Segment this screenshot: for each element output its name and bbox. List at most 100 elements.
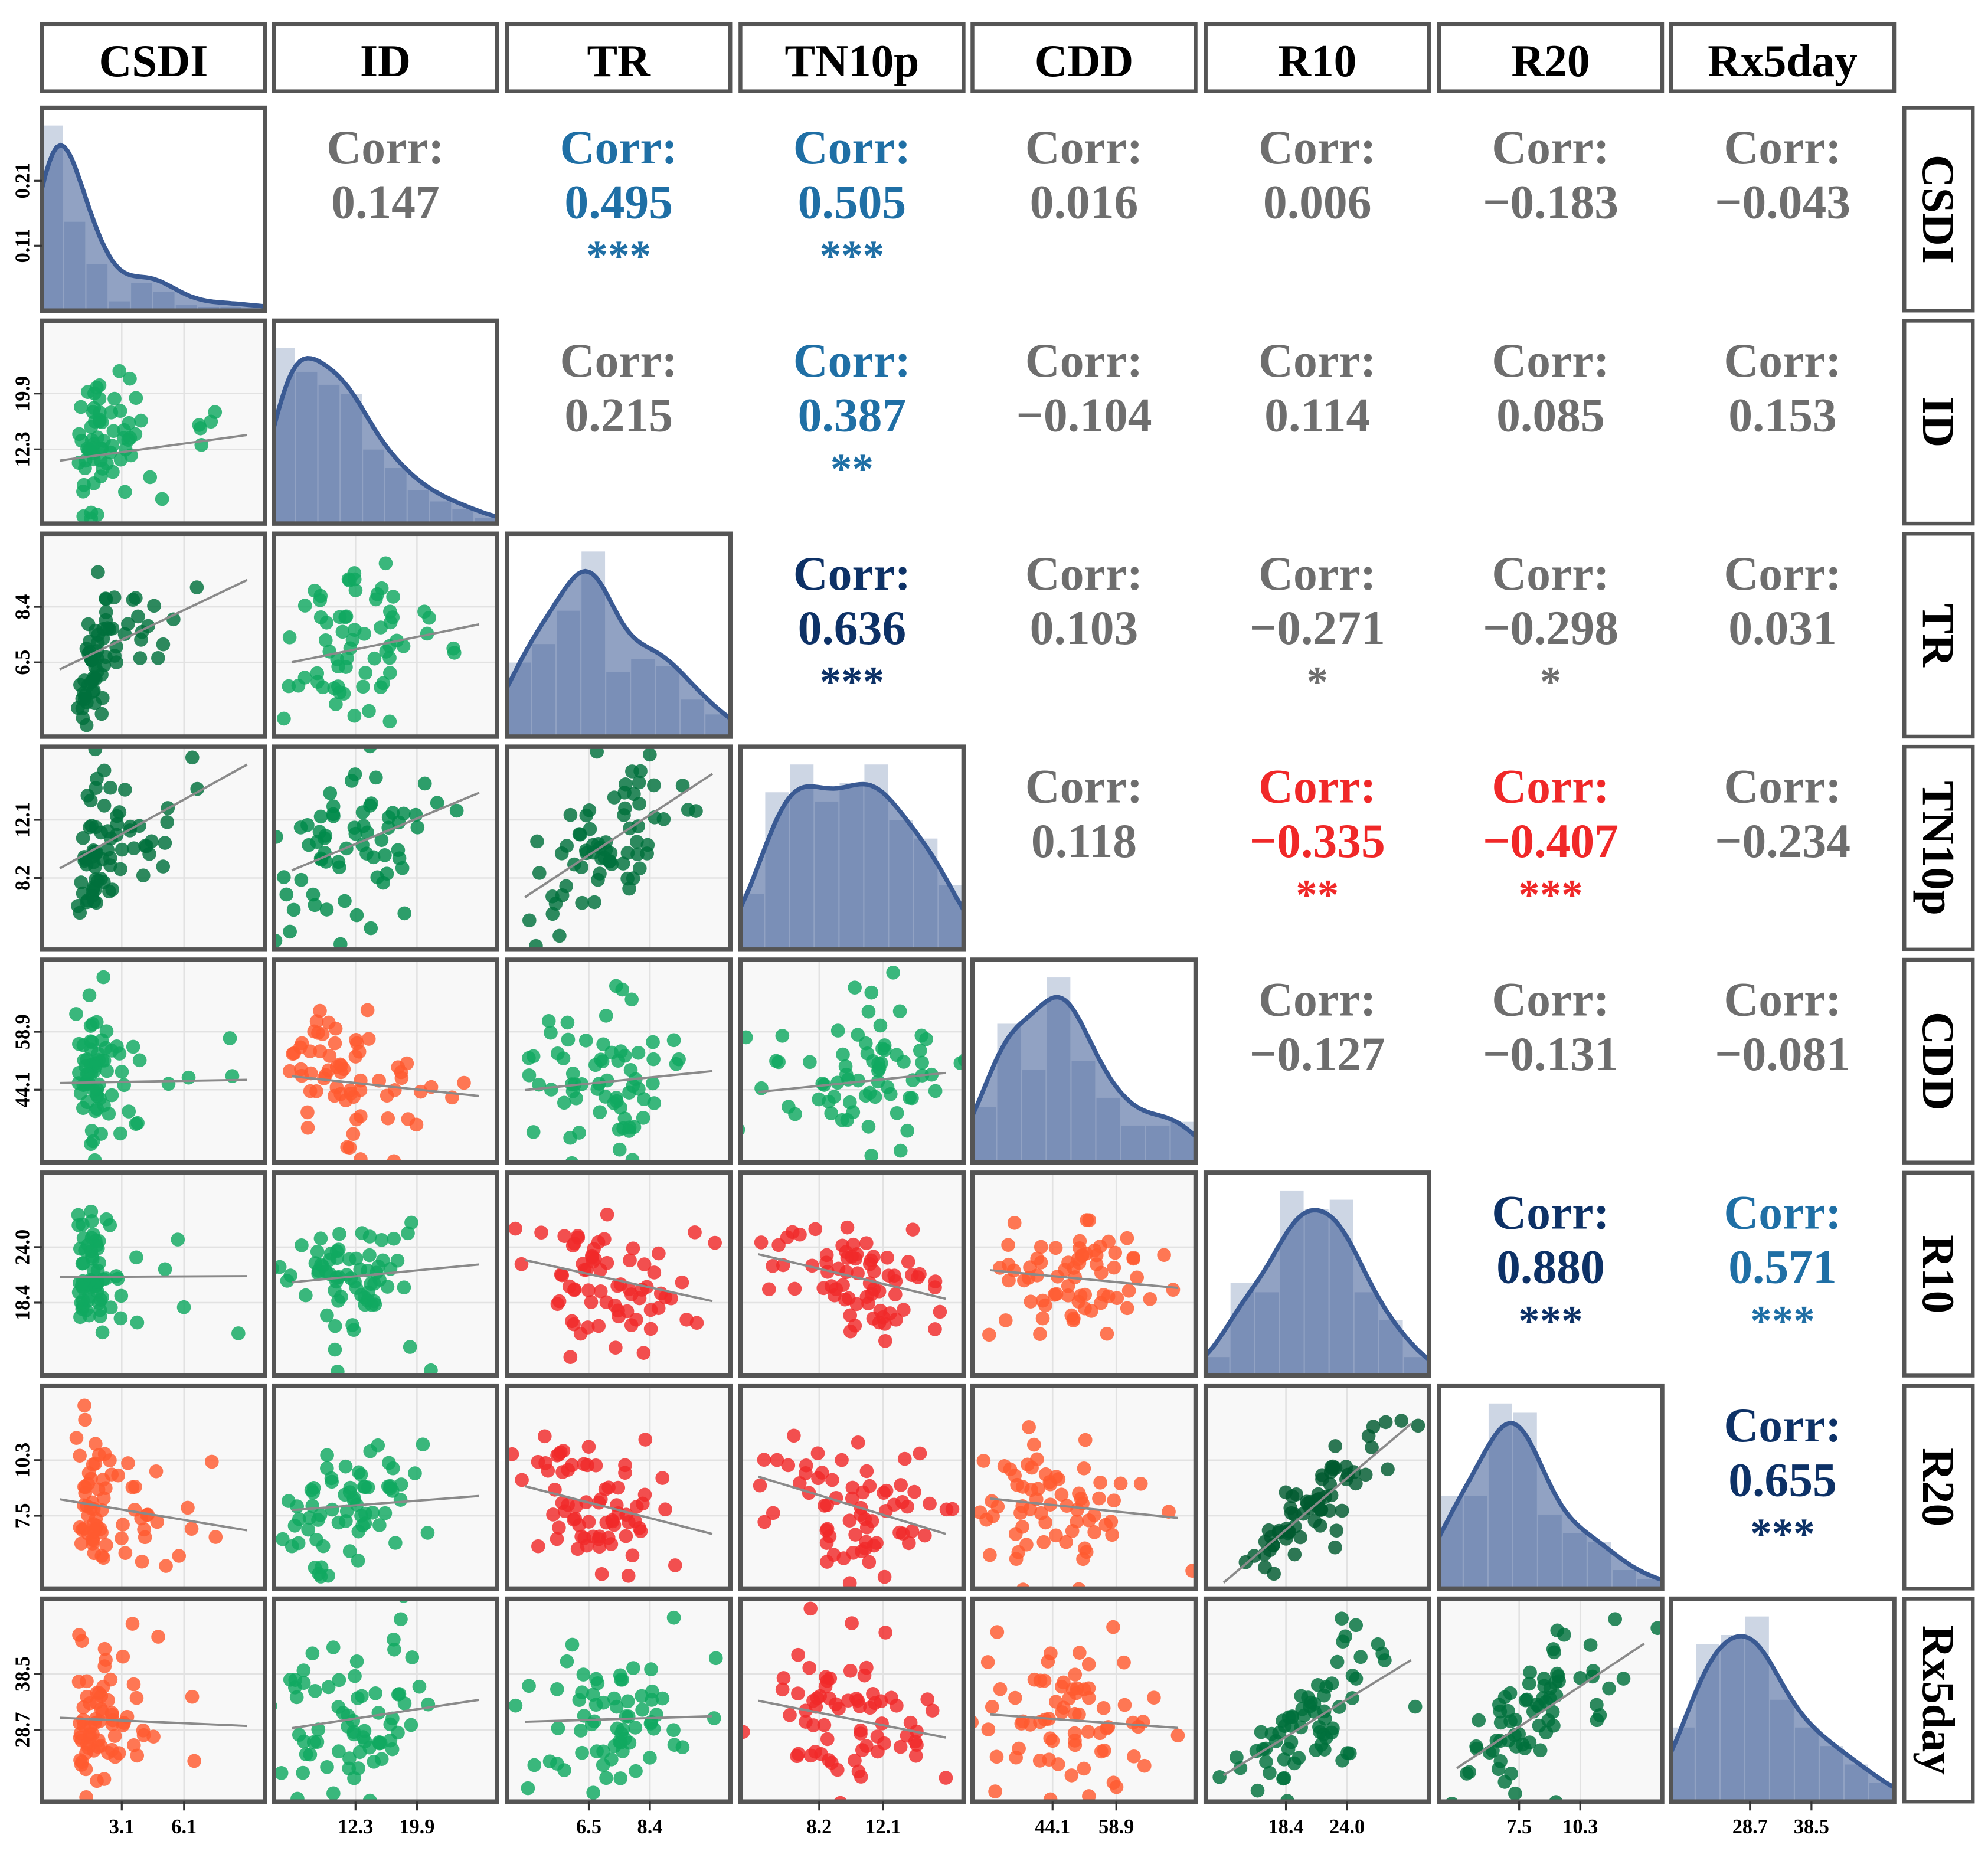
- data-point: [866, 1250, 881, 1264]
- data-point: [394, 1477, 408, 1492]
- data-point: [851, 1435, 865, 1450]
- data-point: [126, 1677, 141, 1692]
- data-point: [892, 1004, 907, 1019]
- significance-stars: ***: [1750, 1510, 1815, 1558]
- corr-value: 0.153: [1728, 388, 1837, 442]
- data-point: [836, 1047, 850, 1062]
- x-tick-label: 38.5: [1794, 1816, 1829, 1838]
- corr-label: Corr:: [1025, 333, 1143, 387]
- data-point: [103, 780, 117, 795]
- data-point: [908, 1748, 923, 1763]
- data-point: [900, 1123, 915, 1138]
- data-point: [845, 1616, 859, 1630]
- data-point: [1077, 1461, 1091, 1476]
- panel-border: [40, 1170, 267, 1378]
- data-point: [1034, 1240, 1048, 1254]
- data-point: [1044, 1646, 1058, 1661]
- corr-label: Corr:: [1492, 973, 1609, 1026]
- data-point: [866, 1686, 880, 1701]
- data-point: [1097, 1743, 1111, 1758]
- data-point: [830, 1075, 845, 1090]
- data-point: [1143, 1292, 1158, 1306]
- density-curve: [972, 995, 1196, 1138]
- data-point: [321, 1063, 336, 1078]
- corr-label: Corr:: [793, 547, 911, 600]
- data-point: [1469, 1739, 1483, 1754]
- data-point: [1071, 1252, 1085, 1267]
- density-curve: [1671, 1634, 1895, 1790]
- x-tick-label: 19.9: [399, 1816, 434, 1838]
- data-point: [76, 509, 90, 524]
- data-point: [643, 1751, 657, 1765]
- scatter-panel-r20-vs-cdd: [972, 1385, 1196, 1589]
- panel-border: [1437, 1383, 1665, 1591]
- data-point: [344, 774, 359, 788]
- data-point: [325, 1502, 339, 1517]
- data-point: [1098, 1518, 1113, 1532]
- data-point: [581, 1283, 596, 1297]
- x-tick-label: 3.1: [109, 1816, 135, 1838]
- y-tick-label: 0.11: [12, 228, 34, 263]
- data-point: [1293, 1530, 1307, 1545]
- data-point: [820, 1732, 835, 1747]
- data-point: [311, 1722, 326, 1736]
- data-point: [348, 1274, 362, 1289]
- regression-line: [1222, 1659, 1412, 1777]
- data-point: [1279, 1485, 1293, 1500]
- row-strip-id: ID: [1913, 397, 1964, 447]
- data-point: [824, 1755, 839, 1770]
- data-point: [1493, 1754, 1508, 1768]
- data-point: [277, 870, 291, 884]
- data-point: [624, 992, 639, 1007]
- data-point: [581, 1515, 596, 1529]
- data-point: [928, 1322, 942, 1336]
- data-point: [1185, 1564, 1196, 1578]
- data-point: [103, 1453, 117, 1467]
- data-point: [97, 1641, 112, 1656]
- corr-label: Corr:: [1492, 120, 1609, 174]
- data-point: [283, 1673, 297, 1687]
- data-point: [626, 1661, 640, 1675]
- data-point: [185, 750, 200, 765]
- regression-line: [59, 1498, 248, 1532]
- x-tick-label: 12.3: [338, 1816, 373, 1838]
- data-point: [618, 1458, 632, 1473]
- regression-line: [525, 1715, 713, 1723]
- panel-border: [738, 957, 966, 1165]
- data-point: [1009, 1750, 1023, 1765]
- data-point: [611, 1303, 625, 1318]
- data-point: [1022, 1420, 1036, 1434]
- scatter-panel-tn10p-vs-id: [273, 747, 498, 950]
- data-point: [1411, 1418, 1425, 1433]
- data-point: [646, 1076, 660, 1091]
- data-point: [457, 1075, 471, 1090]
- data-point: [383, 615, 398, 630]
- data-point: [598, 1482, 613, 1496]
- density-area: [972, 997, 1196, 1163]
- column-header-box: [40, 22, 267, 93]
- data-point: [624, 1318, 639, 1332]
- data-point: [628, 1721, 643, 1735]
- data-point: [146, 1729, 161, 1744]
- data-point: [872, 1284, 887, 1299]
- data-point: [989, 1749, 1004, 1764]
- correlation-cell-id-tr: Corr:0.215: [560, 333, 678, 442]
- data-point: [593, 1105, 607, 1119]
- data-point: [526, 1125, 541, 1139]
- data-point: [567, 1317, 581, 1332]
- corr-label: Corr:: [1258, 120, 1376, 174]
- data-point: [565, 1637, 580, 1652]
- data-point: [568, 1512, 583, 1526]
- data-point: [118, 1546, 133, 1560]
- data-point: [1054, 1487, 1069, 1502]
- corr-value: 0.114: [1264, 388, 1370, 442]
- data-point: [299, 1747, 313, 1761]
- data-point: [147, 599, 161, 613]
- data-point: [318, 633, 333, 647]
- y-tick-label: 0.21: [12, 163, 34, 198]
- data-point: [387, 1632, 401, 1647]
- data-point: [840, 1220, 855, 1235]
- data-point: [557, 1763, 571, 1777]
- data-point: [349, 1654, 364, 1669]
- data-point: [860, 1046, 875, 1061]
